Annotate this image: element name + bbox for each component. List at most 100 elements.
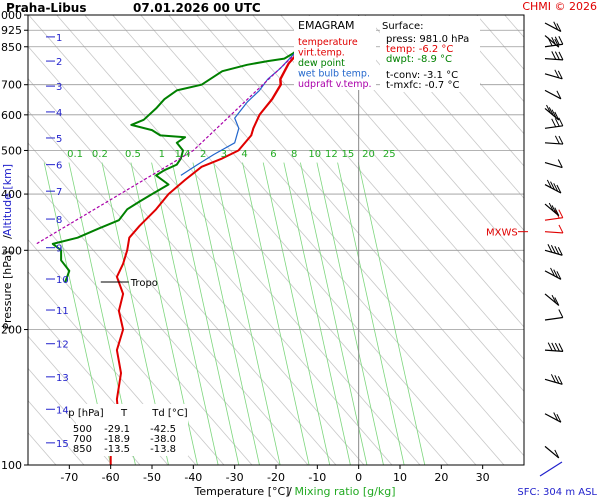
adiabat-line [27, 239, 225, 466]
chart-title: EMAGRAM [298, 19, 355, 32]
y-tick-label: 925 [1, 24, 22, 37]
wind-barb-flag [554, 38, 560, 48]
mixing-ratio-line [213, 162, 281, 466]
wind-barb-flag [550, 181, 555, 190]
adiabat-line [168, 14, 525, 424]
wind-barb [544, 202, 560, 217]
wind-barb [544, 293, 560, 306]
wind-barb [544, 445, 560, 459]
wind-barb [544, 35, 560, 48]
wind-barb [544, 224, 564, 234]
legend-item: dew point [298, 58, 345, 69]
mixing-ratio-label: 0.1 [67, 149, 83, 160]
wind-barb-flag [550, 267, 555, 277]
wind-barb-flag [557, 376, 563, 385]
y-tick-label: 100 [1, 459, 22, 472]
x-tick-label: -10 [308, 471, 326, 484]
adiabat-line [224, 14, 525, 360]
wind-barb-flag [553, 183, 559, 192]
wind-barb-shaft [544, 217, 563, 221]
wind-barb [544, 374, 563, 385]
x-tick-label: -40 [184, 471, 202, 484]
wind-barb-flag [546, 179, 552, 189]
table-cell: -13.8 [150, 444, 176, 455]
wind-barb-shaft [544, 125, 563, 129]
table-cell: -13.5 [104, 444, 130, 455]
wind-barb-flag [550, 374, 556, 383]
table-cell: -42.5 [150, 424, 176, 435]
altitude-tick-label: 15 [56, 439, 69, 450]
adiabat-line [140, 14, 525, 457]
wind-barb [544, 69, 563, 80]
x-axis-label-mixing: Mixing ratio [g/kg] [294, 485, 395, 498]
adiabat-line [476, 14, 525, 70]
mixing-ratio-line [151, 162, 219, 466]
surface-title: Surface: [382, 21, 423, 32]
wind-barb [544, 135, 564, 145]
series-udpraft-v-temp [35, 46, 304, 245]
wind-barb-flag [554, 36, 560, 45]
wind-barb-shaft [544, 378, 563, 385]
altitude-tick-label: 12 [56, 340, 69, 351]
wind-barb-flag [551, 109, 557, 118]
mixing-ratio-label: 4 [241, 149, 247, 160]
mixing-ratio-label: 0.5 [125, 149, 141, 160]
y-tick-label: 700 [1, 79, 22, 92]
table-cell: -38.0 [150, 434, 176, 445]
mixing-ratio-label: 6 [270, 149, 276, 160]
wind-barb-flag [553, 21, 559, 30]
wind-barb-flag [556, 23, 562, 32]
wind-barb [544, 104, 560, 121]
altitude-tick-label: 6 [56, 161, 62, 172]
wind-barb [544, 309, 564, 321]
mixing-ratio-label: 1 [159, 149, 165, 160]
surface-dwpt: dwpt: -8.9 °C [386, 54, 452, 65]
x-tick-label: 10 [393, 471, 407, 484]
table-cell: -29.1 [104, 424, 130, 435]
altitude-tick-label: 11 [56, 306, 69, 317]
mixing-ratio-line [357, 162, 426, 466]
altitude-tick-label: 7 [56, 187, 62, 198]
y-axis-label: Pressure [hPa] [1, 251, 14, 330]
table-header: T [120, 408, 128, 419]
adiabat-line [27, 174, 281, 466]
mixing-ratio-line [316, 162, 384, 466]
wind-barb-flag [547, 342, 553, 351]
wind-barb [544, 244, 563, 256]
wind-barb-flag [553, 269, 559, 278]
adiabat-line [504, 14, 525, 38]
wind-barb-flag [557, 70, 563, 80]
wind-barb-flag [548, 107, 554, 116]
table-cell: -18.9 [104, 434, 130, 445]
x-tick-label: -20 [267, 471, 285, 484]
altitude-tick-label: 3 [56, 82, 62, 93]
wind-barb-flag [556, 271, 562, 280]
wind-barb-flag [546, 104, 551, 114]
y-axis-label-separator: / [1, 235, 14, 239]
wind-barbs [539, 21, 564, 477]
mixing-ratio-label: 25 [383, 149, 396, 160]
wind-barb-flag [547, 244, 553, 253]
sfc-label: SFC: 304 m ASL [517, 487, 597, 498]
station-title: Praha-Libus [6, 1, 86, 15]
wind-barb-flag [556, 184, 562, 194]
legend-box [294, 16, 376, 90]
mixing-ratio-label: 3 [221, 149, 227, 160]
wind-barb [544, 21, 562, 32]
surface-box [380, 16, 480, 92]
wind-barb-flag [554, 111, 560, 121]
wind-barb-shaft [544, 35, 560, 48]
wind-barb-shaft [544, 445, 560, 459]
mixing-ratio-line [337, 162, 405, 466]
wind-barb-flag [556, 413, 562, 423]
wind-barb-flag [554, 135, 560, 145]
mixing-ratio-label: 8 [291, 149, 297, 160]
x-axis-label-separator: / [288, 485, 292, 498]
series-temperature [109, 17, 334, 465]
altitude-tick-label: 13 [56, 373, 69, 384]
wind-barb-flag [551, 342, 557, 352]
wind-barb-shaft [544, 73, 563, 80]
altitude-tick-label: 8 [56, 215, 62, 226]
table-box [76, 404, 188, 456]
